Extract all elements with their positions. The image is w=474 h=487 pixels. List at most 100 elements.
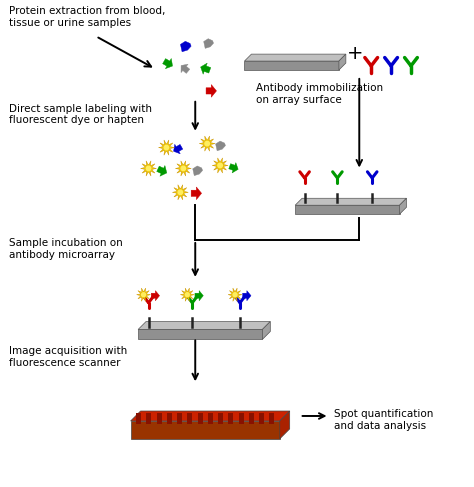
Text: Direct sample labeling with
fluorescent dye or hapten: Direct sample labeling with fluorescent … bbox=[9, 104, 152, 126]
Polygon shape bbox=[173, 185, 188, 200]
Polygon shape bbox=[138, 321, 270, 330]
Bar bbox=[249, 416, 254, 419]
Polygon shape bbox=[181, 41, 191, 52]
Bar bbox=[228, 413, 233, 417]
Text: Antibody immobilization
on array surface: Antibody immobilization on array surface bbox=[256, 83, 383, 105]
Bar bbox=[146, 413, 151, 417]
Bar bbox=[177, 416, 182, 419]
Circle shape bbox=[185, 293, 189, 297]
Circle shape bbox=[142, 293, 146, 297]
Bar bbox=[208, 413, 213, 417]
Bar bbox=[198, 413, 202, 417]
Bar bbox=[136, 416, 141, 419]
Bar bbox=[167, 413, 172, 417]
Circle shape bbox=[181, 166, 185, 170]
Bar bbox=[208, 416, 213, 419]
Polygon shape bbox=[262, 321, 270, 339]
Bar bbox=[259, 413, 264, 417]
Polygon shape bbox=[243, 291, 251, 301]
Bar bbox=[198, 418, 202, 422]
Bar bbox=[269, 416, 274, 419]
Polygon shape bbox=[157, 166, 167, 176]
Polygon shape bbox=[229, 163, 238, 173]
Bar bbox=[238, 420, 244, 424]
Bar bbox=[156, 418, 162, 422]
Polygon shape bbox=[280, 411, 290, 439]
Bar bbox=[269, 418, 274, 422]
Bar bbox=[218, 418, 223, 422]
Polygon shape bbox=[141, 161, 156, 176]
Text: Sample incubation on
antibody microarray: Sample incubation on antibody microarray bbox=[9, 238, 123, 260]
Circle shape bbox=[178, 190, 182, 194]
Bar bbox=[167, 416, 172, 419]
Bar bbox=[146, 420, 151, 424]
Polygon shape bbox=[216, 141, 226, 151]
Circle shape bbox=[146, 166, 151, 170]
Bar bbox=[208, 418, 213, 422]
Bar bbox=[249, 418, 254, 422]
Circle shape bbox=[233, 293, 237, 297]
Polygon shape bbox=[193, 166, 202, 176]
Bar bbox=[228, 420, 233, 424]
Polygon shape bbox=[195, 291, 203, 301]
Polygon shape bbox=[212, 158, 228, 173]
Bar bbox=[177, 413, 182, 417]
Bar bbox=[156, 413, 162, 417]
Bar bbox=[187, 413, 192, 417]
Polygon shape bbox=[137, 288, 151, 301]
Bar bbox=[249, 413, 254, 417]
Bar bbox=[187, 416, 192, 419]
Bar bbox=[259, 420, 264, 424]
Bar bbox=[218, 420, 223, 424]
Polygon shape bbox=[204, 38, 214, 48]
Bar bbox=[238, 416, 244, 419]
Polygon shape bbox=[245, 61, 339, 70]
Polygon shape bbox=[131, 421, 280, 439]
Polygon shape bbox=[138, 330, 262, 339]
Bar bbox=[146, 416, 151, 419]
Bar bbox=[218, 416, 223, 419]
Text: Spot quantification
and data analysis: Spot quantification and data analysis bbox=[335, 409, 434, 431]
Bar bbox=[136, 420, 141, 424]
Bar bbox=[208, 420, 213, 424]
Bar bbox=[167, 420, 172, 424]
Circle shape bbox=[218, 163, 222, 168]
Polygon shape bbox=[158, 140, 174, 155]
Bar bbox=[156, 420, 162, 424]
Text: Protein extraction from blood,
tissue or urine samples: Protein extraction from blood, tissue or… bbox=[9, 6, 166, 28]
Polygon shape bbox=[201, 63, 211, 74]
Bar bbox=[269, 413, 274, 417]
Bar bbox=[228, 418, 233, 422]
Bar bbox=[259, 416, 264, 419]
Bar bbox=[218, 413, 223, 417]
Bar bbox=[136, 418, 141, 422]
Bar bbox=[198, 416, 202, 419]
Polygon shape bbox=[180, 288, 194, 301]
Polygon shape bbox=[206, 85, 217, 97]
Polygon shape bbox=[175, 161, 191, 176]
Bar bbox=[156, 416, 162, 419]
Bar bbox=[136, 413, 141, 417]
Bar bbox=[187, 418, 192, 422]
Polygon shape bbox=[199, 136, 215, 151]
Polygon shape bbox=[131, 411, 290, 421]
Bar bbox=[238, 413, 244, 417]
Bar bbox=[228, 416, 233, 419]
Polygon shape bbox=[228, 288, 242, 301]
Polygon shape bbox=[181, 64, 190, 74]
Bar bbox=[146, 418, 151, 422]
Polygon shape bbox=[173, 144, 183, 154]
Polygon shape bbox=[400, 198, 407, 214]
Polygon shape bbox=[295, 205, 400, 214]
Polygon shape bbox=[245, 54, 346, 61]
Bar bbox=[167, 418, 172, 422]
Bar bbox=[269, 420, 274, 424]
Polygon shape bbox=[163, 58, 173, 69]
Bar bbox=[177, 418, 182, 422]
Circle shape bbox=[164, 145, 169, 150]
Polygon shape bbox=[295, 198, 407, 205]
Bar bbox=[238, 418, 244, 422]
Bar bbox=[249, 420, 254, 424]
Bar bbox=[177, 420, 182, 424]
Bar bbox=[187, 420, 192, 424]
